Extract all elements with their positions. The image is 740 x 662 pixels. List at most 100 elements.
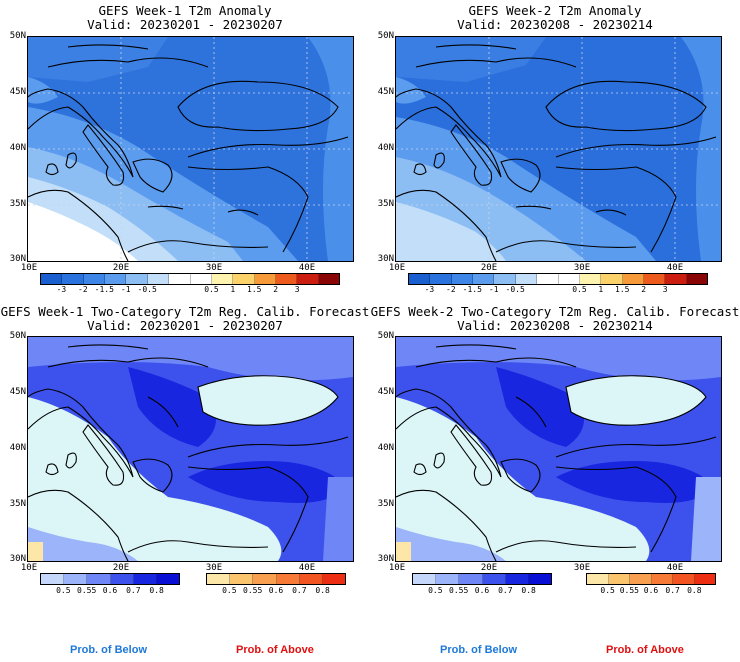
panel-subtitle: Valid: 20230201 - 20230207 [87,318,283,333]
colorbar-swatch [651,574,673,584]
colorbar-swatch [207,574,231,584]
colorbar-swatch [156,574,180,584]
lat-label: 30N [377,554,394,564]
lon-label: 40E [666,563,684,573]
lat-label: 50N [377,331,394,341]
colorbar-tick-label: 0.7 [292,586,307,595]
colorbar-swatch [133,574,157,584]
lon-label: 10E [20,563,38,573]
lat-label: 30N [9,554,26,564]
lon-label: 20E [480,563,498,573]
lon-label: 10E [388,263,406,273]
colorbar-swatch [587,574,609,584]
probability-map [395,336,722,562]
colorbar-tick-label: 0.55 [449,586,469,595]
lon-label: 30E [205,263,223,273]
lat-label: 30N [377,254,394,264]
anomaly-colorbar [408,273,708,285]
colorbar-swatch [147,274,170,284]
colorbar-swatch [558,274,580,284]
lon-label: 20E [112,263,130,273]
colorbar-tick-label: -0.5 [505,285,525,294]
colorbar-tick-label: 0.7 [665,586,680,595]
colorbar-tick-label: 2 [273,285,279,294]
colorbar-swatch [537,274,559,284]
colorbar-tick-label: -3 [56,285,67,294]
above-colorbar-labels: 0.5 0.55 0.6 0.7 0.8 [206,586,346,598]
colorbar-swatch [169,274,191,284]
lat-label: 50N [377,31,394,41]
colorbar-swatch [673,574,695,584]
colorbar-swatch [413,574,437,584]
lon-label: 20E [480,263,498,273]
colorbar-swatch [473,274,495,284]
panel-title: GEFS Week-1 Two-Category T2m Reg. Calib.… [0,304,370,319]
colorbar-swatch [601,274,623,284]
lat-label: 50N [9,331,26,341]
colorbar-tick-label: 3 [294,285,300,294]
colorbar-swatch [430,274,452,284]
prob-below-caption: Prob. of Below [440,644,517,656]
colorbar-swatch [579,274,602,284]
prob-above-caption: Prob. of Above [606,644,684,656]
colorbar-swatch [494,274,516,284]
colorbar-swatch [686,274,708,284]
colorbar-tick-label: 0.8 [315,586,330,595]
colorbar-swatch [608,574,630,584]
above-colorbar [206,573,346,585]
colorbar-tick-label: 2 [641,285,647,294]
colorbar-swatch [41,274,63,284]
lat-label: 45N [9,87,26,97]
colorbar-swatch [643,274,666,284]
colorbar-tick-label: 0.5 [572,285,587,294]
below-colorbar [40,573,180,585]
lat-label: 30N [9,254,26,264]
colorbar-swatch [505,574,529,584]
panel-week1-probability: GEFS Week-1 Two-Category T2m Reg. Calib.… [0,300,370,662]
colorbar-swatch [622,274,644,284]
panel-week1-anomaly: GEFS Week-1 T2m Anomaly Valid: 20230201 … [0,0,370,300]
colorbar-swatch [233,274,255,284]
colorbar-tick-label: 0.6 [643,586,659,595]
colorbar-swatch [62,274,84,284]
colorbar-tick-label: -1.5 [94,285,114,294]
panel-subtitle: Valid: 20230201 - 20230207 [87,17,283,32]
colorbar-swatch [528,574,552,584]
prob-above-caption: Prob. of Above [236,644,314,656]
lon-label: 40E [298,563,316,573]
colorbar-swatch [83,274,106,284]
colorbar-swatch [230,574,254,584]
colorbar-tick-label: 0.6 [474,586,490,595]
panel-week2-anomaly: GEFS Week-2 T2m Anomaly Valid: 20230208 … [370,0,740,300]
lon-label: 10E [388,563,406,573]
lon-label: 20E [112,563,130,573]
colorbar-tick-label: 0.5 [600,586,615,595]
lon-label: 30E [573,263,591,273]
lat-label: 40N [377,143,394,153]
anomaly-colorbar [40,273,340,285]
colorbar-tick-label: -3 [424,285,435,294]
lat-label: 35N [9,199,26,209]
lon-label: 30E [573,563,591,573]
prob-below-caption: Prob. of Below [70,644,147,656]
lon-label: 10E [20,263,38,273]
colorbar-swatch [64,574,88,584]
lat-label: 40N [9,143,26,153]
colorbar-swatch [515,274,538,284]
colorbar-swatch [105,274,127,284]
lat-label: 45N [9,387,26,397]
below-colorbar-labels: 0.5 0.55 0.6 0.7 0.8 [40,586,180,598]
above-colorbar-labels: 0.5 0.55 0.6 0.7 0.8 [586,586,716,598]
lat-label: 40N [377,443,394,453]
lat-label: 35N [377,499,394,509]
panel-title: GEFS Week-1 T2m Anomaly [98,3,272,18]
panel-title: GEFS Week-2 Two-Category T2m Reg. Calib.… [370,304,740,319]
anomaly-map [27,36,354,262]
colorbar-tick-label: 1.5 [247,285,262,294]
lat-label: 35N [9,499,26,509]
anomaly-map [395,36,722,262]
colorbar-tick-label: 0.55 [243,586,263,595]
colorbar-tick-label: 0.8 [521,586,536,595]
panel-week2-probability: GEFS Week-2 Two-Category T2m Reg. Calib.… [370,300,740,662]
colorbar-swatch [253,574,277,584]
